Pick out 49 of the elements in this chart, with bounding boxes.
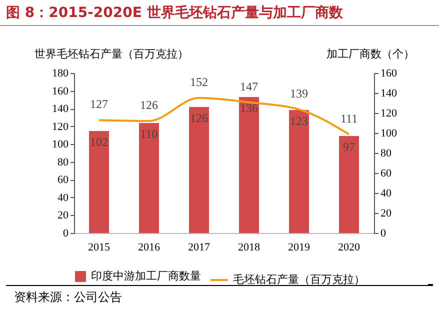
data-label: 126	[190, 111, 208, 125]
y2-tick-label: 40	[380, 188, 392, 200]
data-label: 147	[240, 79, 258, 94]
y2-tick-label: 100	[380, 128, 398, 140]
y2-tick-label: 80	[380, 148, 392, 160]
bar	[239, 97, 259, 233]
y-tick-label: 180	[52, 68, 69, 80]
y2-tick-label: 160	[380, 68, 398, 80]
bar	[89, 131, 109, 233]
y-tick-label: 160	[52, 85, 69, 98]
x-tick-label: 2019	[288, 242, 310, 254]
data-label: 111	[340, 111, 358, 126]
y2-tick-label: 140	[380, 88, 398, 100]
data-label: 97	[343, 140, 355, 154]
x-tick-label: 2020	[338, 242, 360, 254]
x-tick-label: 2018	[238, 242, 260, 254]
x-tick-label: 2017	[188, 242, 210, 254]
data-label: 136	[240, 101, 258, 115]
y-tick-label: 120	[52, 120, 69, 133]
y2-tick-label: 0	[380, 228, 386, 240]
data-label: 127	[90, 97, 108, 112]
y-tick-label: 60	[58, 174, 69, 186]
x-tick-label: 2015	[88, 242, 110, 254]
y-tick-label: 100	[52, 138, 69, 151]
y-tick-label: 0	[63, 228, 69, 240]
data-label: 126	[140, 98, 158, 112]
y2-axis-title: 加工厂商数（个）	[326, 48, 414, 60]
y-tick-label: 140	[52, 103, 69, 116]
y2-tick-label: 120	[380, 108, 398, 120]
bar	[139, 123, 159, 233]
y-tick-label: 40	[58, 192, 69, 204]
bar	[289, 110, 309, 233]
y-axis-title: 世界毛坯钻石产量（百万克拉）	[34, 48, 188, 60]
data-label: 123	[290, 114, 308, 128]
bar	[339, 136, 359, 233]
chart-title: 图 8：2015-2020E 世界毛坯钻石产量与加工厂商数	[0, 0, 439, 26]
y-tick-label: 80	[58, 156, 69, 168]
data-label: 139	[290, 86, 308, 100]
y2-tick-label: 60	[380, 168, 392, 180]
text: 资料来源：公司公告	[14, 290, 122, 304]
bar	[189, 107, 209, 233]
y-tick-label: 20	[58, 210, 69, 222]
y2-tick-label: 20	[380, 208, 392, 220]
data-label: 102	[90, 135, 108, 149]
legend-label: 印度中游加工厂商数量	[91, 270, 201, 282]
legend-label: 毛坯钻石产量（百万克拉）	[233, 273, 365, 286]
x-tick-label: 2016	[138, 242, 160, 254]
data-label: 110	[140, 127, 158, 141]
data-label: 152	[190, 74, 208, 89]
